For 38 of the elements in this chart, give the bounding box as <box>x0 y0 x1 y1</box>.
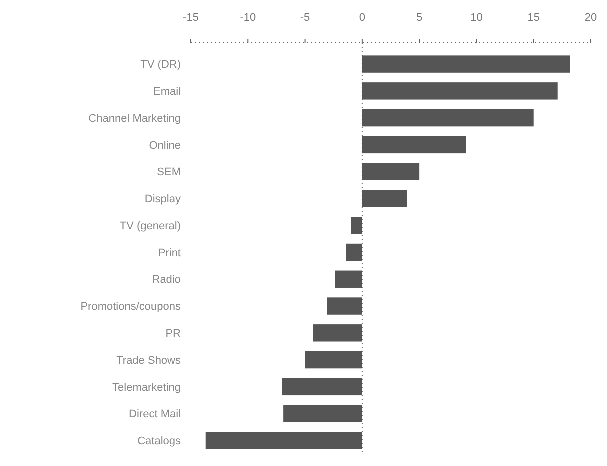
bar <box>305 351 362 369</box>
y-tick-label: PR <box>166 328 182 340</box>
y-tick-label: Email <box>153 86 181 98</box>
bar <box>362 82 558 100</box>
bar <box>362 163 420 180</box>
y-tick-label: Display <box>144 194 182 206</box>
y-tick-label: Channel Marketing <box>88 112 181 125</box>
y-tick-label: Telemarketing <box>112 382 181 394</box>
y-tick-label: Online <box>149 140 181 152</box>
x-tick-label: -15 <box>183 12 199 24</box>
x-tick-label: 10 <box>470 12 483 24</box>
y-tick-label: TV (DR) <box>140 59 181 72</box>
bar <box>362 56 570 73</box>
bar <box>284 405 362 422</box>
x-tick-label: 0 <box>359 12 366 24</box>
y-tick-label: Print <box>158 247 181 260</box>
x-tick-label: -10 <box>240 12 256 24</box>
y-tick-label: TV (general) <box>120 220 181 232</box>
y-tick-label: Catalogs <box>138 436 182 448</box>
bar <box>282 378 362 396</box>
bar <box>362 109 534 127</box>
y-tick-label: Trade Shows <box>116 354 182 367</box>
bar <box>335 270 362 288</box>
bar <box>327 298 362 315</box>
y-tick-label: SEM <box>157 166 181 179</box>
y-tick-label: Promotions/coupons <box>80 301 182 314</box>
bar <box>346 244 362 262</box>
y-tick-label: Radio <box>152 274 181 286</box>
x-tick-label: -5 <box>300 12 310 24</box>
x-tick-label: 15 <box>528 12 540 24</box>
y-tick-label: Direct Mail <box>129 408 181 421</box>
bar <box>206 432 362 450</box>
x-tick-label: 5 <box>416 12 423 24</box>
bar <box>362 190 407 208</box>
bar <box>313 324 362 342</box>
bar <box>362 136 466 154</box>
bar <box>351 217 362 234</box>
x-tick-label: 20 <box>584 12 598 24</box>
